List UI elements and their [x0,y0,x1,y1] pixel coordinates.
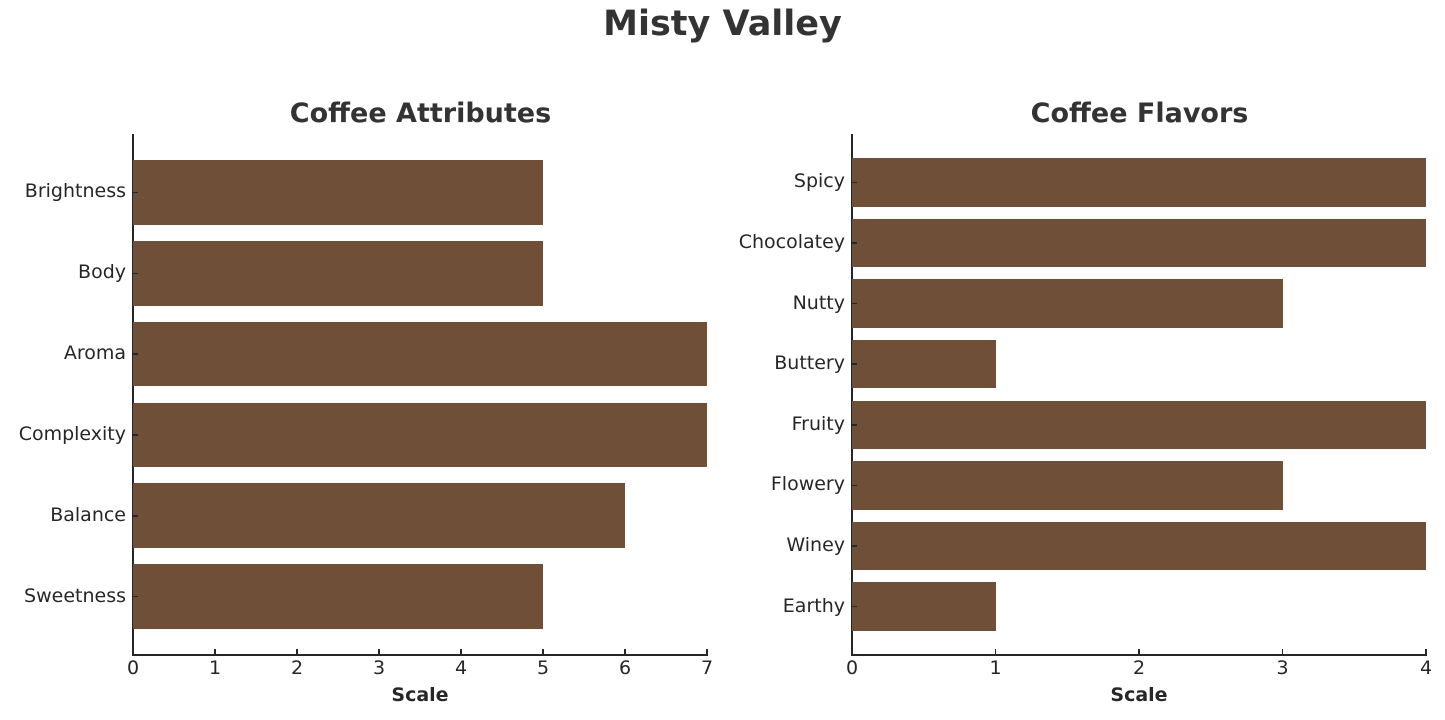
x-tick [706,649,708,655]
y-tick-label: Flowery [770,473,845,496]
x-tick-label: 7 [700,657,714,679]
y-tick-label: Winey [786,534,845,557]
y-tick-label: Aroma [63,342,126,365]
bar-buttery [852,339,996,389]
chart-title: Coffee Attributes [289,98,552,129]
bar-earthy [852,582,996,631]
x-tick-label: 0 [126,657,140,679]
y-tick [852,605,857,608]
y-tick [133,353,138,355]
x-tick [851,649,853,655]
y-tick-label: Sweetness [24,584,126,607]
x-tick [132,649,134,655]
x-tick [214,649,216,655]
y-tick [852,242,857,244]
x-tick-label: 6 [618,657,632,679]
x-tick-label: 5 [536,657,550,679]
bar-fruity [852,400,1426,450]
y-tick [133,515,138,517]
x-tick [994,649,997,655]
y-tick [852,363,857,365]
y-axis [132,134,134,656]
bar-winey [852,521,1426,571]
x-axis [132,654,708,656]
x-tick [1425,649,1427,655]
figure-title: Misty Valley [603,4,842,44]
x-tick-label: 1 [989,657,1002,679]
y-tick-label: Buttery [774,352,845,375]
y-tick-label: Chocolatey [738,230,845,253]
bar-balance [133,483,625,549]
y-tick-label: Complexity [18,422,126,445]
y-tick [852,181,857,184]
x-tick-label: 0 [845,657,859,679]
x-tick [296,649,298,655]
bar-brightness [133,160,543,225]
y-tick [133,595,138,598]
x-tick-label: 2 [290,657,304,679]
x-tick-label: 4 [1419,657,1433,679]
y-tick [852,424,857,426]
y-axis [851,134,853,656]
bar-spicy [852,158,1426,207]
x-tick [624,649,626,655]
x-tick [378,649,380,655]
x-axis-title: Scale [391,684,449,706]
y-tick-label: Balance [50,503,126,526]
x-tick-label: 2 [1132,657,1146,679]
x-tick [1281,649,1284,655]
x-tick [542,649,544,655]
chart-title: Coffee Flavors [1030,98,1249,129]
y-tick-label: Brightness [24,180,126,203]
x-axis [851,654,1427,656]
bar-aroma [133,321,707,387]
y-tick [133,272,138,274]
y-tick-label: Spicy [793,170,845,193]
x-tick [460,649,462,655]
x-tick-label: 1 [208,657,222,679]
y-tick [852,545,857,547]
y-tick-label: Fruity [791,412,845,435]
y-tick [133,434,138,436]
x-tick-label: 3 [1276,657,1289,679]
y-tick-label: Nutty [792,291,845,314]
y-tick [852,484,857,487]
y-tick [852,302,857,305]
x-tick-label: 4 [454,657,468,679]
y-tick-label: Body [78,261,126,284]
bar-sweetness [133,564,543,629]
bar-body [133,240,543,306]
y-tick-label: Earthy [782,594,845,617]
bar-flowery [852,461,1283,510]
bar-nutty [852,279,1283,328]
bar-complexity [133,402,707,468]
x-tick [1138,649,1140,655]
x-tick-label: 3 [372,657,386,679]
y-tick [133,191,138,194]
x-axis-title: Scale [1110,684,1168,706]
bar-chocolatey [852,218,1426,268]
